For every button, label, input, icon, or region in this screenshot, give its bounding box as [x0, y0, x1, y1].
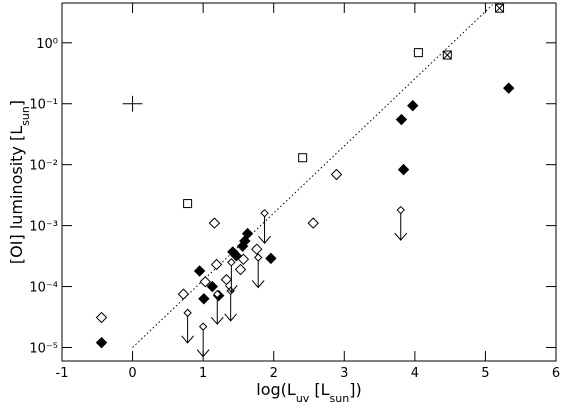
filled-diamond	[265, 252, 277, 265]
open-square	[183, 199, 193, 209]
filled-diamond	[407, 99, 419, 112]
label-text: ]	[7, 100, 26, 106]
filled-diamond	[95, 336, 108, 349]
cross	[442, 50, 452, 60]
filled-diamond	[395, 113, 408, 126]
upper-limit	[210, 289, 224, 325]
limit-arrow	[181, 316, 194, 344]
limit-diamond	[253, 253, 263, 262]
y-tick-label: 10⁻⁵	[29, 341, 58, 356]
open-diamond	[210, 258, 223, 271]
fit-line	[132, 4, 493, 348]
filled-diamond	[241, 227, 254, 240]
label-subscript: sun	[19, 106, 32, 126]
filled-diamond	[397, 163, 410, 176]
y-tick-label: 10⁻²	[29, 159, 58, 174]
label-text: log(L	[256, 380, 296, 399]
limit-diamond	[396, 205, 405, 215]
limit-diamond	[198, 322, 208, 331]
limit-arrow	[394, 213, 408, 241]
upper-limit	[258, 208, 271, 244]
open-square	[298, 153, 308, 163]
open-diamond	[234, 263, 247, 276]
label-text: ])	[349, 380, 361, 399]
plot-frame	[61, 2, 557, 362]
label-subscript: uv	[296, 392, 310, 402]
open-diamond	[251, 243, 263, 255]
y-tick-label: 10⁰	[36, 37, 58, 52]
filled-diamond	[206, 280, 219, 293]
x-tick-label: 3	[340, 366, 348, 381]
filled-diamond	[503, 82, 515, 94]
y-axis-label: [OI] luminosity [Lsun]	[7, 100, 32, 264]
x-tick-label: 1	[199, 366, 207, 381]
y-tick-label: 10⁻⁴	[29, 281, 58, 296]
limit-arrow	[210, 297, 224, 325]
open-diamond	[95, 311, 108, 324]
open-diamond	[177, 288, 190, 300]
open-diamond	[307, 217, 319, 229]
crossed-square	[442, 50, 452, 60]
x-tick-label: 0	[128, 366, 136, 381]
open-square	[413, 48, 423, 58]
x-axis-label: log(Luv [Lsun])	[256, 380, 361, 402]
limit-arrow	[196, 330, 210, 358]
open-diamond	[237, 253, 250, 266]
filled-diamond	[193, 265, 206, 277]
limit-arrow	[251, 260, 265, 289]
upper-limit	[251, 253, 265, 289]
x-tick-label: -1	[56, 366, 69, 381]
open-diamond	[208, 217, 221, 229]
limit-diamond	[260, 208, 269, 218]
x-tick-label: 5	[481, 366, 489, 381]
open-diamond	[199, 276, 211, 288]
limit-arrow	[258, 216, 271, 244]
filled-diamond	[198, 293, 210, 305]
upper-limit	[224, 286, 238, 322]
upper-limit	[394, 205, 408, 241]
plot-area	[132, 4, 493, 348]
crossed-square	[495, 3, 505, 13]
open-diamond	[220, 273, 233, 286]
upper-limit	[196, 322, 210, 358]
limit-diamond	[227, 258, 236, 267]
x-tick-label: 6	[552, 366, 560, 381]
y-tick-label: 10⁻³	[29, 220, 58, 235]
upper-limit	[224, 258, 238, 294]
upper-limit	[181, 308, 194, 344]
open-diamond	[330, 168, 343, 181]
label-text: [OI] luminosity [L	[7, 126, 26, 264]
label-subscript: sun	[330, 392, 350, 402]
x-tick-label: 2	[270, 366, 278, 381]
x-tick-label: 4	[411, 366, 419, 381]
y-tick-label: 10⁻¹	[29, 98, 58, 113]
limit-arrow	[224, 265, 238, 294]
limit-diamond	[183, 308, 192, 318]
label-text: [L	[309, 380, 329, 399]
cross	[495, 3, 504, 13]
limit-arrow	[224, 294, 238, 322]
